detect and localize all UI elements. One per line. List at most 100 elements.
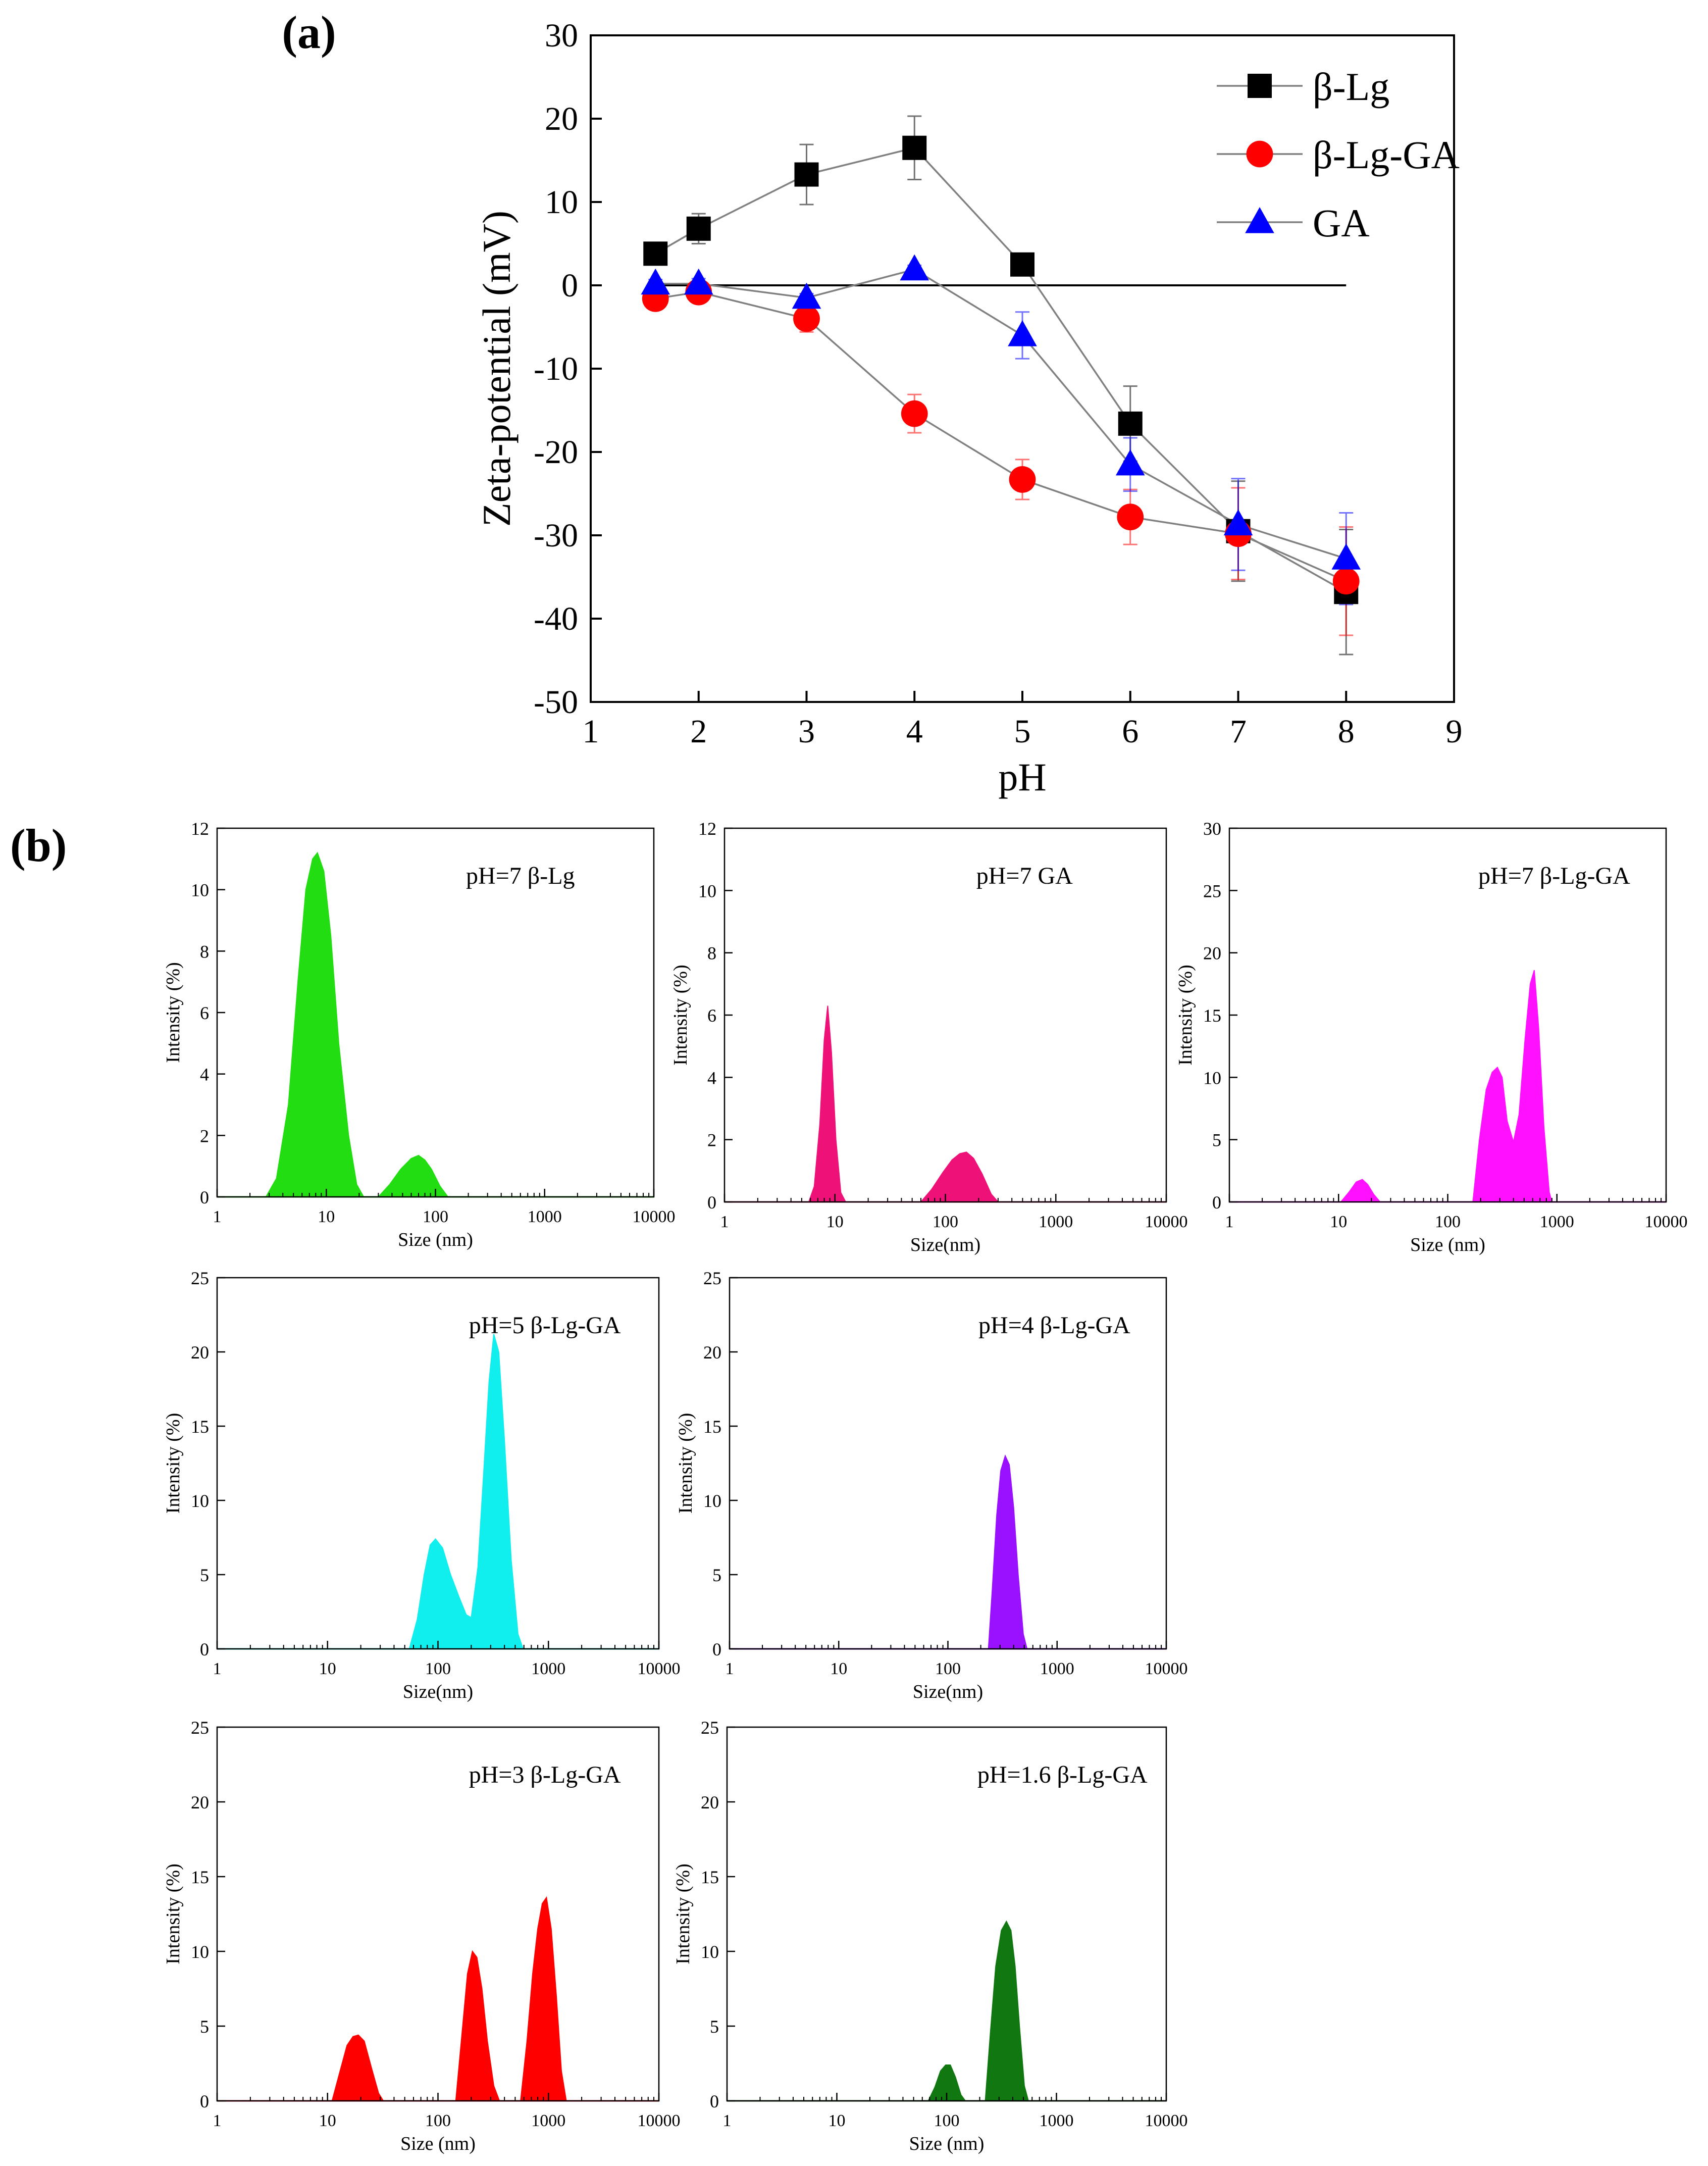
zeta-potential-chart: 1 2 3 4 5 6 7 8 9 -50 -40 -30 -20 -10 0 10 20 30 pH Zeta-po… (475, 17, 1463, 799)
y-tick-label: 0 (1212, 1192, 1221, 1213)
x-tick-label: 1000 (531, 2111, 565, 2130)
panel-label-a: (a) (282, 7, 336, 58)
y-tick-label: 12 (698, 819, 716, 839)
data-point-triangle (684, 268, 713, 295)
data-point-square (686, 216, 711, 241)
y-tick-label: 30 (545, 17, 578, 54)
y-tick-label: 25 (1203, 881, 1221, 901)
x-tick-label: 4 (906, 713, 923, 750)
x-tick-label: 10000 (1145, 1659, 1188, 1678)
x-tick-label: 1 (213, 1207, 222, 1226)
x-tick-label: 10 (319, 1659, 336, 1678)
y-tick-label: 8 (200, 941, 209, 962)
x-tick-label: 10 (830, 1659, 847, 1678)
x-tick-label: 100 (1435, 1213, 1461, 1231)
distribution-peak (1472, 970, 1553, 1202)
dls-chart-dls7: 1 10 100 1000 10000 0 5 10 15 20 25 Size (nm) Intens… (672, 1718, 1188, 2154)
y-tick-label: 5 (710, 2017, 719, 2037)
y-tick-label: 10 (1203, 1068, 1221, 1088)
data-point-circle (1117, 503, 1144, 531)
data-point-circle (793, 305, 820, 332)
y-tick-label: 20 (1203, 943, 1221, 964)
x-tick-label: 10 (829, 2111, 846, 2130)
y-tick-label: 20 (701, 1792, 719, 1812)
y-tick-label: 0 (712, 1639, 721, 1659)
legend-label: β-Lg-GA (1313, 133, 1460, 177)
y-tick-label: 10 (703, 1491, 721, 1511)
x-tick-label: 8 (1338, 713, 1355, 750)
x-tick-label: 100 (935, 1659, 961, 1678)
y-tick-label: -50 (534, 684, 578, 721)
x-tick-label: 6 (1122, 713, 1138, 750)
y-tick-label: 4 (707, 1068, 716, 1088)
x-tick-label: 10000 (1145, 2111, 1188, 2130)
x-tick-label: 1 (726, 1659, 734, 1678)
y-tick-label: -40 (534, 600, 578, 637)
dls-chart-dls5: 1 10 100 1000 10000 0 5 10 15 20 25 Size(nm) Intensi… (675, 1268, 1188, 1702)
y-tick-label: 10 (191, 880, 209, 900)
y-tick-label: 0 (707, 1192, 716, 1213)
y-tick-label: 15 (701, 1867, 719, 1887)
data-point-circle (1332, 568, 1360, 595)
chart-annotation: pH=7 β-Lg (466, 863, 575, 889)
chart-annotation: pH=3 β-Lg-GA (469, 1761, 621, 1788)
y-tick-label: 10 (191, 1491, 209, 1511)
distribution-peak (408, 1334, 524, 1649)
distribution-peak (919, 1151, 1000, 1202)
x-tick-label: 9 (1446, 713, 1463, 750)
y-tick-label: 25 (191, 1718, 209, 1738)
y-tick-label: 10 (545, 184, 578, 221)
chart-annotation: pH=7 GA (976, 863, 1073, 889)
data-point-triangle (641, 268, 670, 295)
y-tick-label: 10 (698, 881, 716, 901)
data-point-triangle (900, 254, 929, 281)
y-tick-label: 25 (191, 1268, 209, 1288)
y-tick-label: 5 (200, 2017, 209, 2037)
dls-chart-dls2: 1 10 100 1000 10000 0 2 4 6 8 10 12 Size(nm) Intensit… (670, 819, 1188, 1255)
x-tick-label: 5 (1014, 713, 1031, 750)
y-tick-label: 20 (545, 100, 578, 137)
distribution-peak (985, 1920, 1029, 2101)
distribution-peak (927, 2064, 967, 2101)
x-axis-label: Size (nm) (909, 2133, 985, 2154)
y-tick-label: 30 (1203, 819, 1221, 839)
x-axis-label: Size(nm) (910, 1234, 980, 1255)
dls-chart-dls3: 1 10 100 1000 10000 0 5 10 15 20 25 30 Size (nm) Inte… (1175, 819, 1688, 1255)
distribution-peak (377, 1154, 449, 1197)
x-tick-label: 10000 (638, 2111, 681, 2130)
x-axis-label: Size (nm) (398, 1229, 473, 1250)
y-tick-label: 10 (191, 1942, 209, 1962)
distribution-peak (1339, 1179, 1381, 1202)
distribution-peak (808, 1005, 847, 1202)
x-tick-label: 10 (319, 2111, 336, 2130)
x-tick-label: 1000 (1040, 1659, 1074, 1678)
x-tick-label: 1000 (531, 1659, 565, 1678)
panel-label-b: (b) (10, 820, 67, 871)
y-axis-label: Intensity (%) (670, 965, 691, 1065)
x-tick-label: 1000 (1039, 1213, 1073, 1231)
chart-annotation: pH=4 β-Lg-GA (978, 1312, 1130, 1339)
data-point-square (1118, 411, 1143, 436)
y-axis-label: Intensity (%) (163, 1863, 184, 1964)
y-axis-label: Zeta-potential (mV) (475, 211, 519, 527)
y-tick-label: 25 (703, 1268, 721, 1288)
y-tick-label: 20 (191, 1792, 209, 1812)
data-point-triangle (1115, 449, 1145, 476)
data-point-triangle (1223, 509, 1253, 536)
x-tick-label: 3 (798, 713, 815, 750)
x-tick-label: 1000 (1040, 2111, 1074, 2130)
x-tick-label: 1 (723, 2111, 732, 2130)
y-tick-label: 0 (200, 1639, 209, 1659)
data-point-circle (1009, 466, 1036, 493)
y-axis-label: Intensity (%) (1175, 965, 1196, 1065)
y-tick-label: 6 (200, 1003, 209, 1023)
y-tick-label: -20 (534, 434, 578, 471)
x-tick-label: 1 (213, 1659, 222, 1678)
y-tick-label: 6 (707, 1005, 716, 1026)
data-point-square (902, 135, 927, 160)
data-point-square (1010, 252, 1034, 277)
x-axis-label: Size (nm) (1410, 1234, 1485, 1255)
x-tick-label: 100 (934, 2111, 960, 2130)
y-axis-label: Intensity (%) (672, 1863, 694, 1964)
